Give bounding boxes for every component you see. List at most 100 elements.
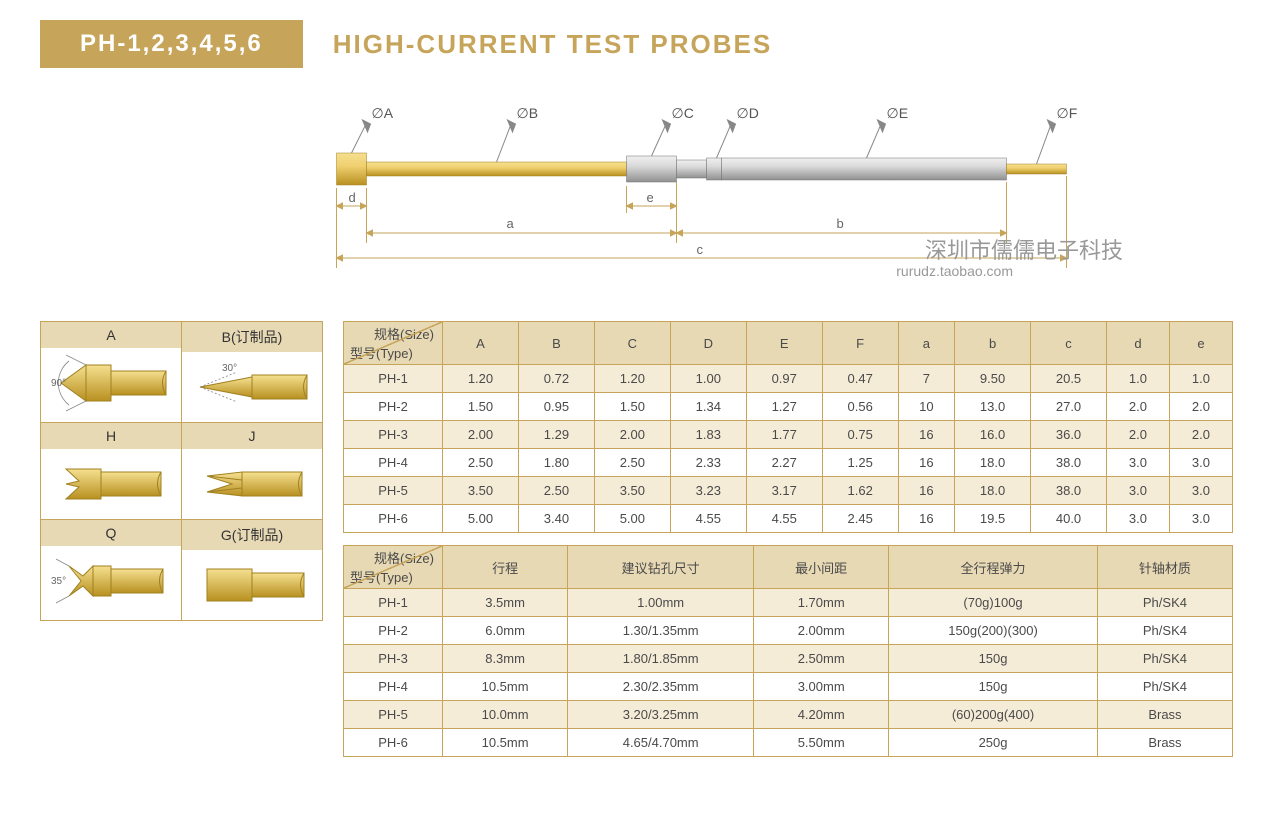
column-header: 行程 [443,546,568,589]
table-cell: 2.0 [1106,393,1169,421]
column-header: C [594,322,670,365]
table-cell: 1.29 [518,421,594,449]
column-header: 建议钻孔尺寸 [568,546,754,589]
table-cell: 3.0 [1169,477,1232,505]
tip-label: H [41,423,181,449]
table-cell: 16 [898,449,954,477]
table-cell: 2.50 [594,449,670,477]
table-cell: (70g)100g [889,589,1098,617]
table-cell: 4.55 [670,505,746,533]
table-cell: PH-2 [344,617,443,645]
table-cell: 0.56 [822,393,898,421]
tip-label: G(订制品) [182,520,322,550]
table-cell: 7 [898,365,954,393]
specs-table: 规格(Size) 型号(Type) 行程建议钻孔尺寸最小间距全行程弹力针轴材质 … [343,545,1233,757]
table-cell: 2.0 [1169,421,1232,449]
table-cell: 2.27 [746,449,822,477]
table-cell: 2.50mm [754,645,889,673]
table-cell: 0.95 [518,393,594,421]
table-cell: Ph/SK4 [1097,589,1232,617]
svg-text:e: e [647,190,654,205]
table-cell: 3.0 [1106,477,1169,505]
table-cell: 0.75 [822,421,898,449]
table-cell: 3.40 [518,505,594,533]
corner-header: 规格(Size) 型号(Type) [344,546,443,589]
column-header: E [746,322,822,365]
tip-shape-g [182,550,322,620]
table-cell: PH-5 [344,701,443,729]
column-header: d [1106,322,1169,365]
table-cell: 3.50 [594,477,670,505]
column-header: D [670,322,746,365]
svg-text:d: d [349,190,356,205]
table-cell: 27.0 [1031,393,1107,421]
table-cell: 250g [889,729,1098,757]
svg-text:90°: 90° [51,378,66,389]
table-row: PH-42.501.802.502.332.271.251618.038.03.… [344,449,1233,477]
tip-shape-q: 35° [41,546,181,616]
table-cell: 2.0 [1169,393,1232,421]
table-cell: 1.34 [670,393,746,421]
tip-shape-j [182,449,322,519]
svg-text:∅A: ∅A [372,105,394,121]
table-cell: PH-2 [344,393,443,421]
table-cell: 16 [898,477,954,505]
table-cell: 2.00mm [754,617,889,645]
column-header: F [822,322,898,365]
svg-text:∅B: ∅B [517,105,539,121]
table-cell: 1.0 [1106,365,1169,393]
svg-text:30°: 30° [222,363,237,374]
table-cell: PH-1 [344,589,443,617]
table-cell: 36.0 [1031,421,1107,449]
table-cell: 16 [898,421,954,449]
table-cell: PH-3 [344,421,443,449]
column-header: 针轴材质 [1097,546,1232,589]
table-cell: 10.0mm [443,701,568,729]
tip-shape-a: 90° [41,348,181,418]
tip-shape-h [41,449,181,519]
svg-text:c: c [697,242,704,257]
table-cell: 1.25 [822,449,898,477]
table-row: PH-610.5mm4.65/4.70mm5.50mm250gBrass [344,729,1233,757]
svg-text:b: b [837,216,844,231]
table-cell: 1.50 [594,393,670,421]
table-cell: 1.20 [594,365,670,393]
table-row: PH-21.500.951.501.341.270.561013.027.02.… [344,393,1233,421]
table-row: PH-32.001.292.001.831.770.751616.036.02.… [344,421,1233,449]
table-cell: 10 [898,393,954,421]
table-cell: 19.5 [955,505,1031,533]
tip-styles-grid: A 90° B(订制品) [40,321,323,621]
table-cell: 3.23 [670,477,746,505]
table-row: PH-510.0mm3.20/3.25mm4.20mm(60)200g(400)… [344,701,1233,729]
table-cell: 2.50 [518,477,594,505]
table-cell: 2.0 [1106,421,1169,449]
table-row: PH-11.200.721.201.000.970.4779.5020.51.0… [344,365,1233,393]
table-cell: 2.50 [443,449,519,477]
table-cell: 4.20mm [754,701,889,729]
table-cell: 38.0 [1031,449,1107,477]
table-cell: 1.00 [670,365,746,393]
table-cell: 3.50 [443,477,519,505]
table-cell: 0.72 [518,365,594,393]
table-cell: 3.20/3.25mm [568,701,754,729]
svg-text:∅D: ∅D [737,105,759,121]
column-header: 全行程弹力 [889,546,1098,589]
table-cell: 20.5 [1031,365,1107,393]
table-cell: 3.0 [1169,449,1232,477]
tip-label: B(订制品) [182,322,322,352]
table-cell: 3.00mm [754,673,889,701]
table-cell: 9.50 [955,365,1031,393]
table-cell: 2.00 [594,421,670,449]
table-cell: 2.30/2.35mm [568,673,754,701]
table-cell: PH-6 [344,729,443,757]
table-cell: 13.0 [955,393,1031,421]
probe-svg: ∅A ∅B ∅C ∅D ∅E ∅F [240,98,1193,288]
table-cell: Ph/SK4 [1097,645,1232,673]
page-title: HIGH-CURRENT TEST PROBES [333,29,772,60]
table-row: PH-26.0mm1.30/1.35mm2.00mm150g(200)(300)… [344,617,1233,645]
column-header: A [443,322,519,365]
table-cell: 4.55 [746,505,822,533]
table-cell: 1.80/1.85mm [568,645,754,673]
table-cell: 0.47 [822,365,898,393]
header: PH-1,2,3,4,5,6 HIGH-CURRENT TEST PROBES [40,20,1233,68]
